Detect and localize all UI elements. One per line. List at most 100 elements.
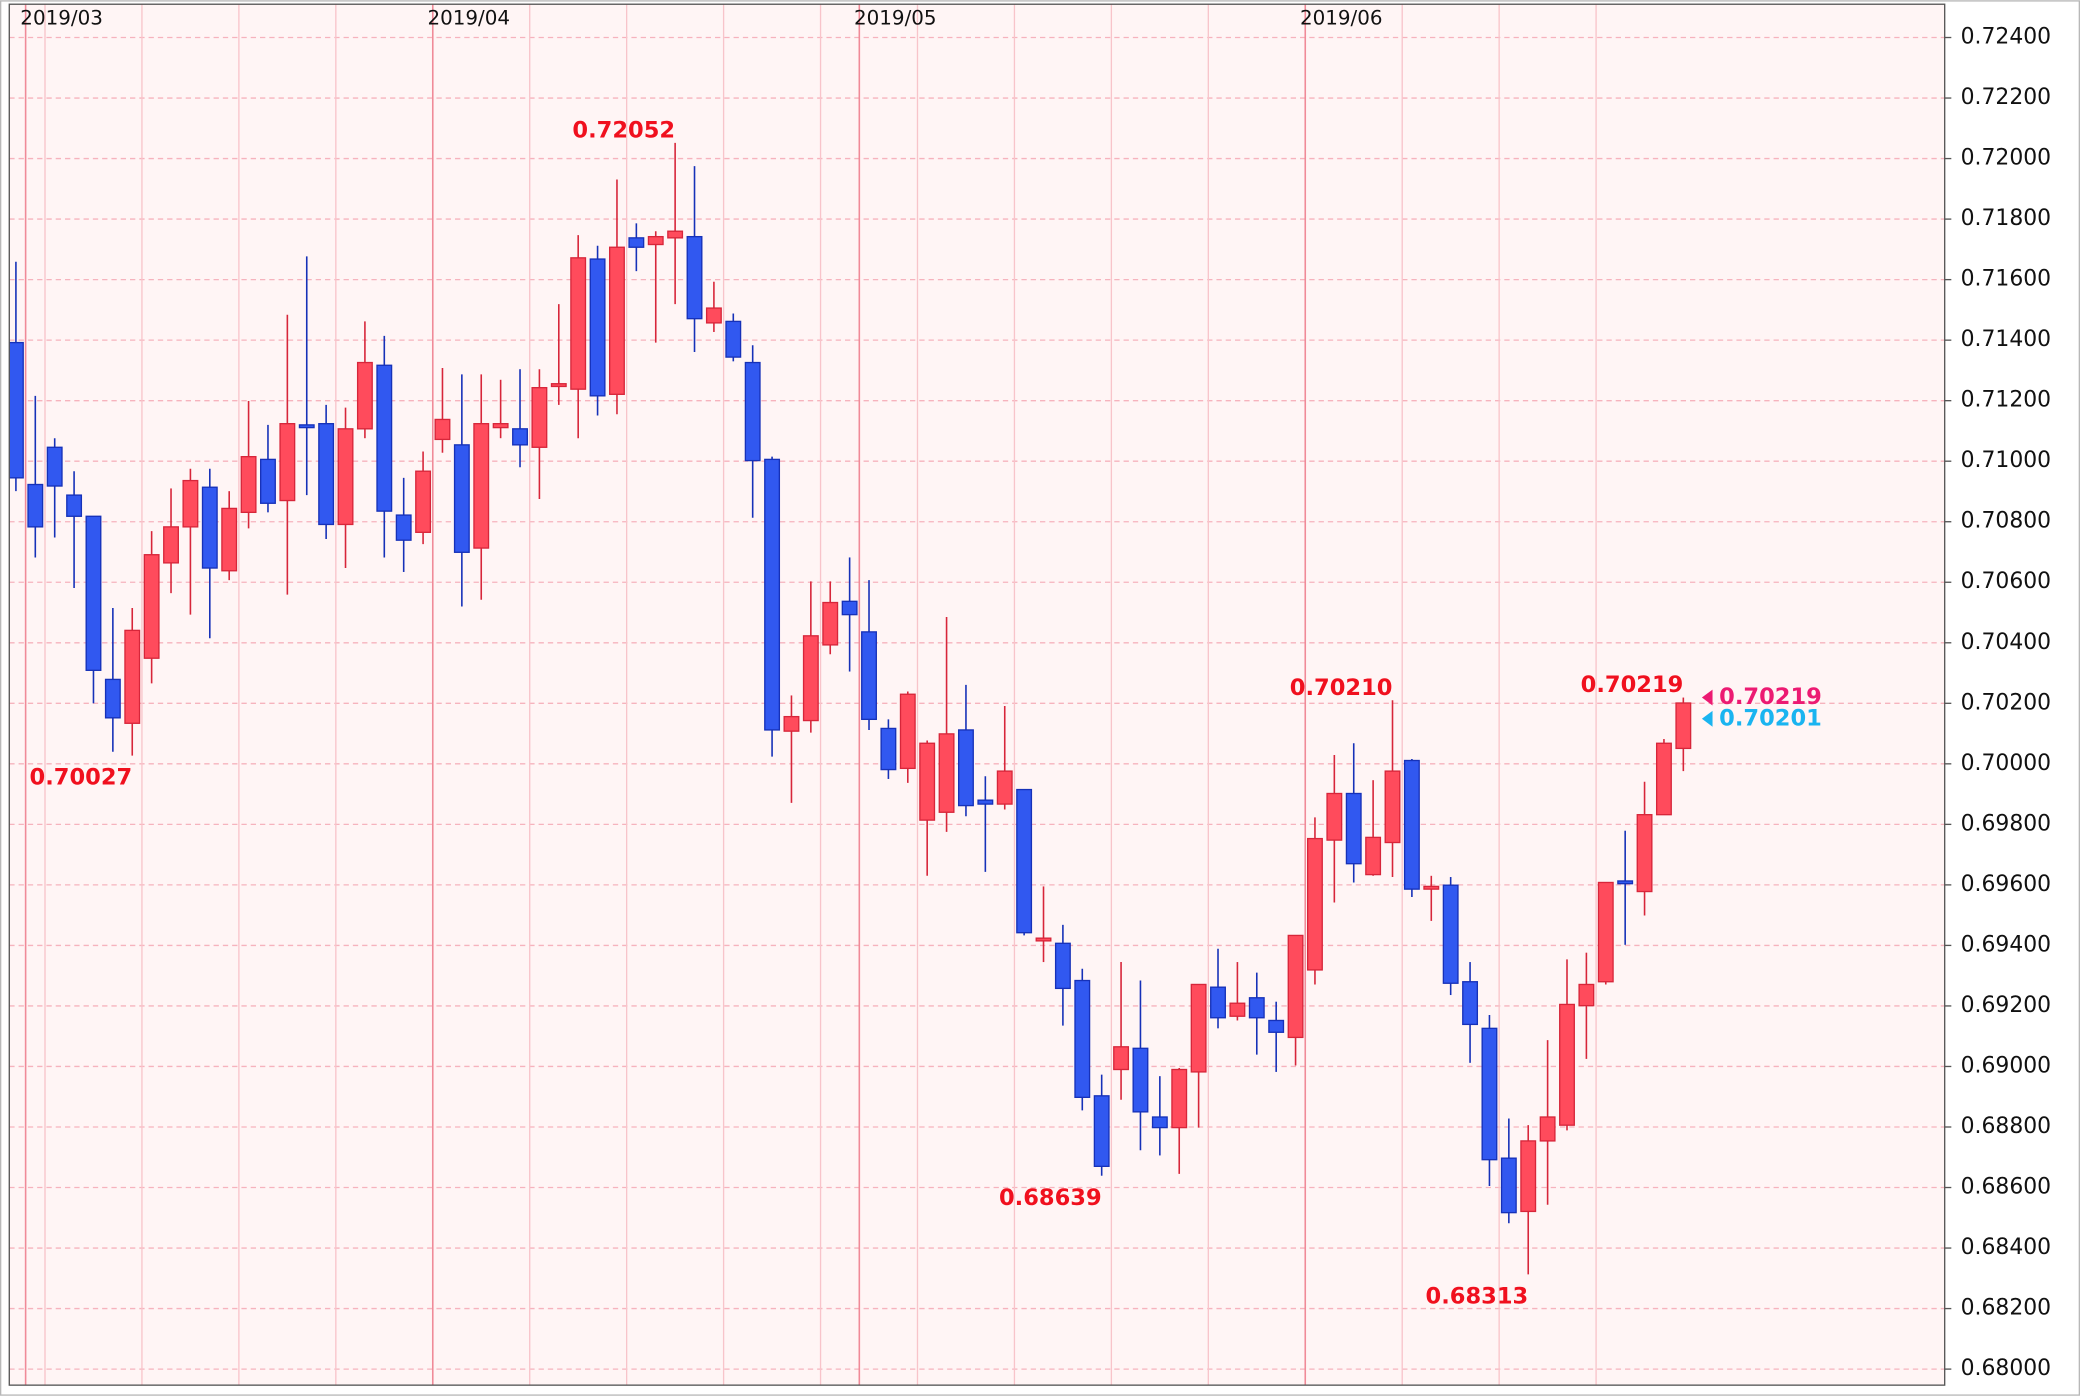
price-marker-label: 0.70219 bbox=[1719, 684, 1822, 710]
candle-body bbox=[1403, 759, 1420, 890]
candle-body bbox=[822, 601, 839, 646]
candle-body bbox=[434, 418, 451, 441]
candle-body bbox=[1655, 742, 1672, 816]
candle-body bbox=[279, 423, 296, 502]
candle-body bbox=[1190, 983, 1207, 1073]
x-tick-label: 2019/06 bbox=[1300, 6, 1383, 29]
candle-body bbox=[1675, 702, 1692, 750]
candle-body bbox=[550, 383, 567, 388]
candle-body bbox=[1597, 881, 1614, 983]
candle-body bbox=[356, 361, 373, 430]
x-tick-label: 2019/05 bbox=[854, 6, 937, 29]
annotation: 0.68313 bbox=[1426, 1283, 1529, 1309]
annotation: 0.70219 bbox=[1581, 672, 1684, 698]
candle-body bbox=[104, 678, 121, 719]
candle-body bbox=[201, 486, 218, 569]
candle-body bbox=[415, 470, 432, 533]
y-tick-label: 0.72400 bbox=[1961, 25, 2051, 50]
y-tick-label: 0.70400 bbox=[1961, 630, 2051, 655]
candle-body bbox=[1287, 934, 1304, 1039]
y-tick-label: 0.72000 bbox=[1961, 146, 2051, 171]
candle-body bbox=[512, 428, 528, 446]
candle-body bbox=[221, 507, 238, 572]
candle-body bbox=[66, 494, 83, 517]
plot-border bbox=[8, 3, 1946, 1386]
candle-body bbox=[783, 715, 800, 732]
candle-body bbox=[1326, 792, 1343, 841]
candle-body bbox=[589, 258, 606, 397]
annotation: 0.70027 bbox=[30, 765, 133, 791]
candle-body bbox=[647, 235, 664, 246]
candle-body bbox=[744, 361, 761, 462]
y-tick-label: 0.70800 bbox=[1961, 509, 2051, 534]
candle-body bbox=[1248, 997, 1265, 1019]
candle-body bbox=[1229, 1002, 1246, 1017]
y-tick-label: 0.70600 bbox=[1961, 569, 2051, 594]
candle-body bbox=[1365, 836, 1382, 876]
candle-body bbox=[453, 444, 470, 553]
candle-body bbox=[1442, 884, 1459, 984]
candle-body bbox=[570, 257, 587, 390]
candle-body bbox=[1539, 1116, 1556, 1142]
candle-body bbox=[182, 479, 199, 528]
candle-body bbox=[395, 514, 412, 541]
candle-body bbox=[667, 230, 684, 239]
candle-body bbox=[957, 729, 974, 807]
candle-body bbox=[337, 428, 354, 526]
candle-body bbox=[861, 631, 877, 721]
candles bbox=[9, 142, 1692, 1275]
y-tick-label: 0.68400 bbox=[1961, 1235, 2051, 1260]
y-tick-label: 0.71800 bbox=[1961, 206, 2051, 231]
y-tick-label: 0.68000 bbox=[1961, 1356, 2051, 1381]
candle-body bbox=[1035, 937, 1052, 942]
candle-body bbox=[492, 423, 509, 429]
candle-body bbox=[163, 526, 179, 564]
candle-body bbox=[1151, 1116, 1168, 1129]
x-tick-label: 2019/04 bbox=[427, 6, 510, 29]
candle-body bbox=[318, 423, 335, 526]
candle-body bbox=[1074, 979, 1091, 1099]
labels: 0.68000 0.68200 0.68400 0.68600 0.68800 0.690… bbox=[20, 6, 2051, 1381]
y-tick-label: 0.70000 bbox=[1961, 751, 2051, 776]
candle-body bbox=[1559, 1003, 1575, 1126]
candle-body bbox=[46, 446, 63, 487]
candle-body bbox=[1520, 1140, 1537, 1213]
y-tick-label: 0.68800 bbox=[1961, 1114, 2051, 1139]
y-tick-label: 0.71200 bbox=[1961, 388, 2051, 413]
candle-body bbox=[1268, 1019, 1285, 1033]
y-tick-label: 0.71600 bbox=[1961, 267, 2051, 292]
candle-body bbox=[1423, 885, 1440, 890]
candle-body bbox=[1384, 770, 1401, 844]
candle-body bbox=[298, 424, 315, 429]
candle-body bbox=[899, 693, 916, 770]
grid bbox=[9, 4, 1945, 1386]
candle-body bbox=[880, 727, 897, 771]
candle-body bbox=[1093, 1095, 1110, 1168]
candle-body bbox=[240, 455, 257, 514]
candle-body bbox=[1016, 788, 1033, 934]
candle-body bbox=[1500, 1157, 1517, 1214]
candle-body bbox=[1210, 986, 1226, 1019]
candle-body bbox=[260, 458, 276, 504]
annotation: 0.72052 bbox=[572, 117, 675, 143]
y-tick-label: 0.69000 bbox=[1961, 1053, 2051, 1078]
candle-body bbox=[9, 341, 24, 479]
candle-body bbox=[841, 600, 858, 616]
candle-body bbox=[628, 237, 645, 248]
candle-body bbox=[1462, 981, 1479, 1026]
annotation: 0.70210 bbox=[1290, 675, 1393, 701]
y-tick-label: 0.71400 bbox=[1961, 327, 2051, 352]
candle-body bbox=[705, 307, 722, 324]
candle-body bbox=[124, 629, 141, 724]
candle-body bbox=[376, 364, 393, 512]
candle-body bbox=[473, 423, 490, 549]
candle-body bbox=[531, 386, 548, 448]
y-tick-label: 0.69400 bbox=[1961, 932, 2051, 957]
y-tick-label: 0.69800 bbox=[1961, 811, 2051, 836]
candle-body bbox=[977, 799, 994, 805]
candle-body bbox=[764, 458, 781, 731]
candle-body bbox=[1636, 814, 1653, 893]
y-tick-label: 0.69200 bbox=[1961, 993, 2051, 1018]
